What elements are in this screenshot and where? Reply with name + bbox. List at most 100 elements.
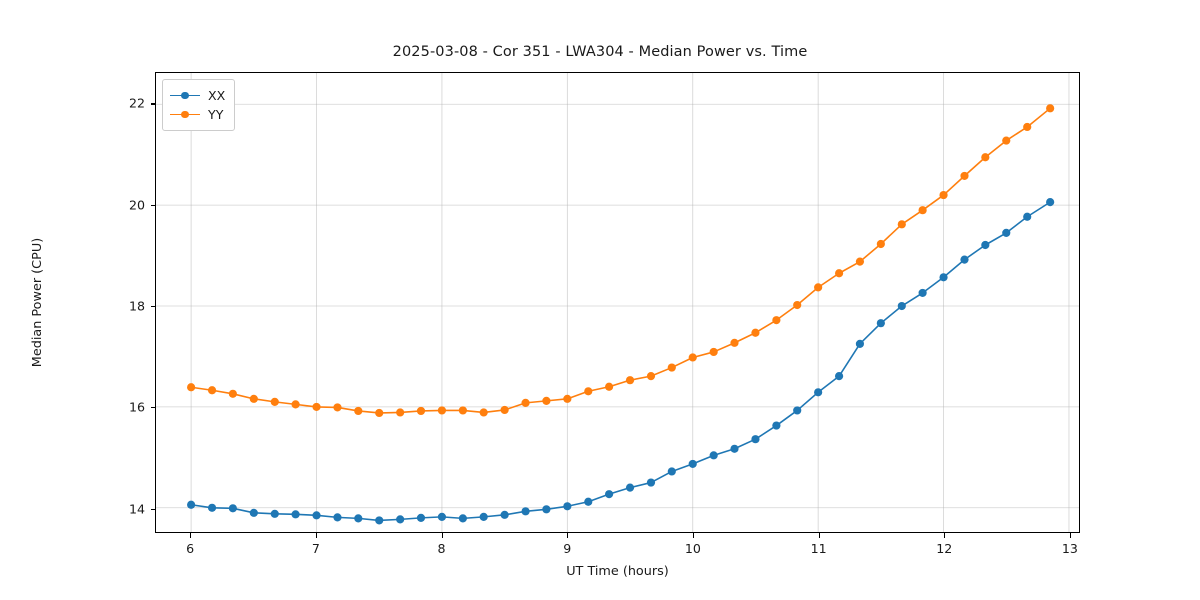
data-point-marker: [939, 273, 948, 282]
x-tick-label: 12: [936, 541, 953, 556]
plot-area: [155, 72, 1080, 533]
legend[interactable]: XX YY: [162, 79, 236, 131]
data-point-marker: [479, 408, 488, 417]
data-point-marker: [333, 513, 342, 522]
data-point-marker: [396, 408, 405, 417]
chart-title: 2025-03-08 - Cor 351 - LWA304 - Median P…: [392, 44, 808, 60]
x-tick-mark: [441, 533, 443, 538]
x-tick-label: 9: [563, 541, 572, 556]
data-point-marker: [793, 406, 802, 415]
x-tick-mark: [567, 533, 569, 538]
data-point-marker: [207, 386, 217, 395]
data-point-marker: [333, 403, 342, 412]
y-tick-mark: [150, 407, 155, 409]
y-tick-mark: [150, 204, 155, 206]
legend-label: XX: [208, 88, 226, 103]
data-point-marker: [605, 382, 614, 391]
y-tick-mark: [150, 508, 155, 510]
y-tick-label: 16: [128, 399, 145, 415]
data-point-marker: [793, 300, 802, 310]
data-point-marker: [918, 206, 927, 215]
data-point-marker: [918, 288, 927, 297]
y-tick-mark: [150, 103, 155, 105]
data-point-marker: [479, 512, 488, 521]
data-point-marker: [187, 500, 196, 509]
x-axis-label: UT Time (hours): [566, 564, 669, 579]
data-point-marker: [772, 421, 781, 430]
data-point-marker: [605, 490, 614, 499]
data-point-marker: [291, 510, 300, 519]
x-tick-label: 13: [1061, 541, 1078, 556]
series-line-xx: [190, 201, 1051, 522]
data-point-marker: [375, 516, 384, 525]
data-point-marker: [688, 353, 697, 362]
x-tick-label: 6: [186, 541, 195, 556]
data-point-marker: [521, 398, 530, 407]
data-point-marker: [897, 301, 906, 311]
legend-label: YY: [208, 107, 224, 122]
y-axis-label: Median Power (CPU): [30, 237, 45, 368]
data-point-marker: [354, 406, 363, 416]
data-point-marker: [981, 240, 990, 250]
data-point-marker: [584, 387, 593, 396]
data-point-marker: [563, 502, 572, 511]
data-point-marker: [646, 478, 656, 487]
data-point-marker: [772, 316, 781, 325]
data-point-marker: [897, 220, 906, 229]
data-point-marker: [584, 497, 593, 506]
data-point-marker: [939, 190, 948, 200]
data-point-marker: [835, 269, 844, 278]
y-tick-mark: [150, 306, 155, 308]
data-point-marker: [855, 257, 865, 266]
y-tick-label: 20: [128, 197, 145, 213]
data-point-marker: [228, 389, 237, 398]
data-point-marker: [542, 505, 551, 514]
x-tick-mark: [315, 533, 317, 538]
data-point-marker: [270, 397, 279, 406]
data-point-marker: [416, 513, 426, 522]
x-tick-mark: [944, 533, 946, 538]
legend-item-yy[interactable]: YY: [170, 105, 225, 124]
data-point-marker: [876, 239, 885, 249]
x-tick-mark: [190, 533, 192, 538]
data-point-marker: [416, 406, 426, 416]
data-series-layer: [187, 104, 1055, 525]
data-point-marker: [396, 515, 405, 524]
data-point-marker: [563, 394, 572, 403]
x-tick-mark: [692, 533, 694, 538]
data-point-marker: [437, 512, 447, 521]
data-point-marker: [249, 508, 258, 517]
data-point-marker: [876, 319, 885, 328]
data-point-marker: [960, 171, 969, 180]
data-point-marker: [1046, 198, 1055, 207]
data-point-marker: [249, 394, 258, 403]
data-point-marker: [1046, 104, 1055, 113]
data-point-marker: [625, 483, 635, 492]
data-point-marker: [458, 406, 467, 415]
data-point-marker: [646, 372, 656, 381]
data-point-marker: [960, 255, 969, 264]
data-point-marker: [207, 503, 217, 512]
data-point-marker: [1023, 212, 1032, 221]
data-point-marker: [667, 363, 676, 372]
data-point-marker: [709, 451, 718, 460]
data-point-marker: [354, 514, 363, 523]
gridlines: [156, 73, 1079, 532]
data-point-marker: [437, 406, 447, 415]
data-point-marker: [1002, 228, 1011, 237]
x-tick-label: 7: [311, 541, 320, 556]
data-point-marker: [981, 153, 990, 162]
x-tick-label: 8: [437, 541, 446, 556]
x-tick-label: 10: [684, 541, 701, 556]
data-point-marker: [855, 339, 865, 348]
data-point-marker: [730, 338, 739, 347]
x-tick-mark: [818, 533, 820, 538]
y-tick-label: 14: [128, 501, 145, 517]
data-point-marker: [730, 444, 739, 453]
data-point-marker: [751, 435, 760, 444]
data-point-marker: [709, 347, 718, 357]
data-point-marker: [814, 283, 823, 292]
legend-item-xx[interactable]: XX: [170, 86, 225, 105]
data-point-marker: [688, 459, 697, 468]
data-point-marker: [625, 376, 635, 385]
